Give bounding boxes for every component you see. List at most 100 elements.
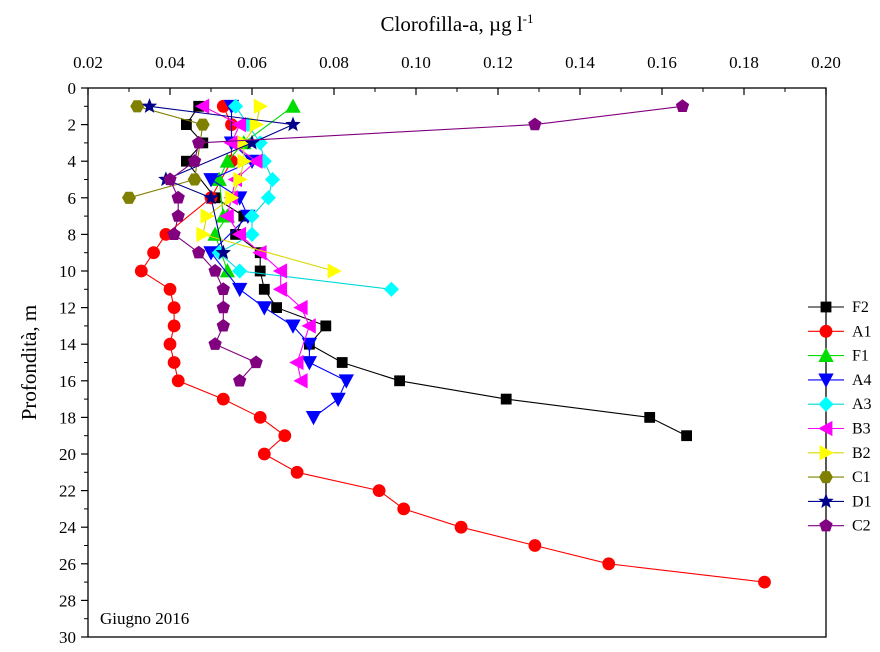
data-point-c1 xyxy=(122,191,136,204)
series-line-c2 xyxy=(169,105,683,382)
data-point-c2 xyxy=(192,135,206,149)
x-tick-label: 0.10 xyxy=(401,53,431,72)
period-annotation: Giugno 2016 xyxy=(100,609,189,628)
legend-item-c2: C2 xyxy=(808,518,871,535)
data-point-b3 xyxy=(293,373,308,389)
data-point-c2 xyxy=(167,227,181,241)
data-point-a1 xyxy=(134,264,148,278)
data-point-b2 xyxy=(327,263,342,279)
legend-marker xyxy=(818,396,834,412)
data-point-c1 xyxy=(187,173,202,186)
legend-label: B2 xyxy=(852,445,871,462)
data-point-b3 xyxy=(272,281,288,297)
legend-item-a1: A1 xyxy=(808,323,872,340)
data-point-a3 xyxy=(232,263,248,279)
y-tick-label: 30 xyxy=(59,628,76,647)
data-point-f2 xyxy=(500,393,512,405)
legend-item-d1: D1 xyxy=(808,493,872,510)
data-point-c2 xyxy=(216,282,230,295)
x-tick-label: 0.06 xyxy=(237,53,267,72)
data-point-c2 xyxy=(163,172,177,186)
data-point-b3 xyxy=(252,245,267,261)
legend-label: B3 xyxy=(852,421,871,438)
legend-item-a3: A3 xyxy=(808,396,872,413)
y-tick-label: 16 xyxy=(59,372,76,391)
series-line-b2 xyxy=(202,106,335,272)
x-tick-label: 0.02 xyxy=(73,53,103,72)
data-point-a4 xyxy=(203,173,219,188)
x-tick-label: 0.20 xyxy=(811,53,841,72)
data-point-f2 xyxy=(644,411,656,423)
data-point-a1 xyxy=(216,392,230,406)
x-axis-title-superscript: -1 xyxy=(523,11,534,26)
data-point-a1 xyxy=(454,520,468,534)
data-point-f2 xyxy=(320,320,332,332)
legend-marker xyxy=(819,445,834,461)
data-point-c2 xyxy=(171,190,185,204)
legend-item-f2: F2 xyxy=(808,299,869,316)
data-point-d1 xyxy=(141,98,158,113)
y-tick-label: 4 xyxy=(68,152,77,171)
data-point-b3 xyxy=(219,208,234,224)
data-point-b2 xyxy=(233,171,248,188)
legend-marker xyxy=(819,471,833,484)
x-tick-label: 0.04 xyxy=(155,53,185,72)
x-tick-label: 0.16 xyxy=(647,53,677,72)
x-axis-title: Clorofilla-a, µg l-1 xyxy=(381,11,534,36)
series-a4 xyxy=(203,99,354,426)
data-point-a3 xyxy=(228,98,244,114)
series-b2 xyxy=(196,98,342,279)
y-tick-label: 28 xyxy=(59,591,76,610)
series-c1 xyxy=(122,100,210,204)
data-point-f2 xyxy=(394,375,406,387)
data-point-d1 xyxy=(203,189,219,205)
data-point-a1 xyxy=(372,484,386,498)
data-point-c1 xyxy=(130,100,145,113)
legend-marker xyxy=(820,301,832,313)
data-point-a1 xyxy=(758,575,771,589)
data-point-f2 xyxy=(681,430,692,442)
y-tick-label: 26 xyxy=(59,555,76,574)
data-point-b3 xyxy=(194,98,210,114)
series-f2 xyxy=(180,100,692,442)
data-point-b2 xyxy=(200,208,215,224)
data-point-a4 xyxy=(256,301,272,316)
y-tick-label: 12 xyxy=(59,299,76,318)
legend-label: C2 xyxy=(852,518,871,535)
data-point-a1 xyxy=(147,246,161,260)
x-tick-label: 0.08 xyxy=(319,53,349,72)
axes-layer: 0.02 0.04 0.06 0.08 0.10 0.12 0.14 0.16 0.18 0.20… xyxy=(17,11,841,647)
data-point-b3 xyxy=(272,263,288,279)
y-tick-label: 2 xyxy=(68,116,77,135)
data-point-c2 xyxy=(675,99,690,112)
data-point-b3 xyxy=(248,153,263,169)
legend-label: C1 xyxy=(852,469,871,486)
data-point-f2 xyxy=(271,302,283,314)
series-c2 xyxy=(163,99,690,387)
y-tick-label: 8 xyxy=(68,225,77,244)
series-b3 xyxy=(194,98,316,389)
data-point-a3 xyxy=(244,226,260,242)
data-point-a1 xyxy=(163,337,177,351)
series-line-f1 xyxy=(214,105,294,272)
legend: F2 A1 F1 A4 A3 B3 B2 C1 D1 C2 xyxy=(808,299,872,535)
legend-marker xyxy=(818,347,834,363)
data-point-a1 xyxy=(163,282,177,296)
legend-marker xyxy=(818,493,834,508)
series-line-c1 xyxy=(128,105,204,199)
data-point-c2 xyxy=(208,337,222,350)
data-point-c2 xyxy=(233,373,247,387)
plot-frame xyxy=(87,87,827,638)
y-tick-label: 0 xyxy=(68,79,77,98)
data-point-b2 xyxy=(253,98,269,114)
data-point-f2 xyxy=(258,283,270,295)
data-point-a1 xyxy=(278,429,292,443)
data-point-a1 xyxy=(602,557,616,571)
data-point-a3 xyxy=(383,281,399,297)
legend-label: A1 xyxy=(852,323,872,340)
y-tick-label: 14 xyxy=(59,335,77,354)
legend-item-c1: C1 xyxy=(808,469,871,486)
legend-item-a4: A4 xyxy=(808,372,872,389)
